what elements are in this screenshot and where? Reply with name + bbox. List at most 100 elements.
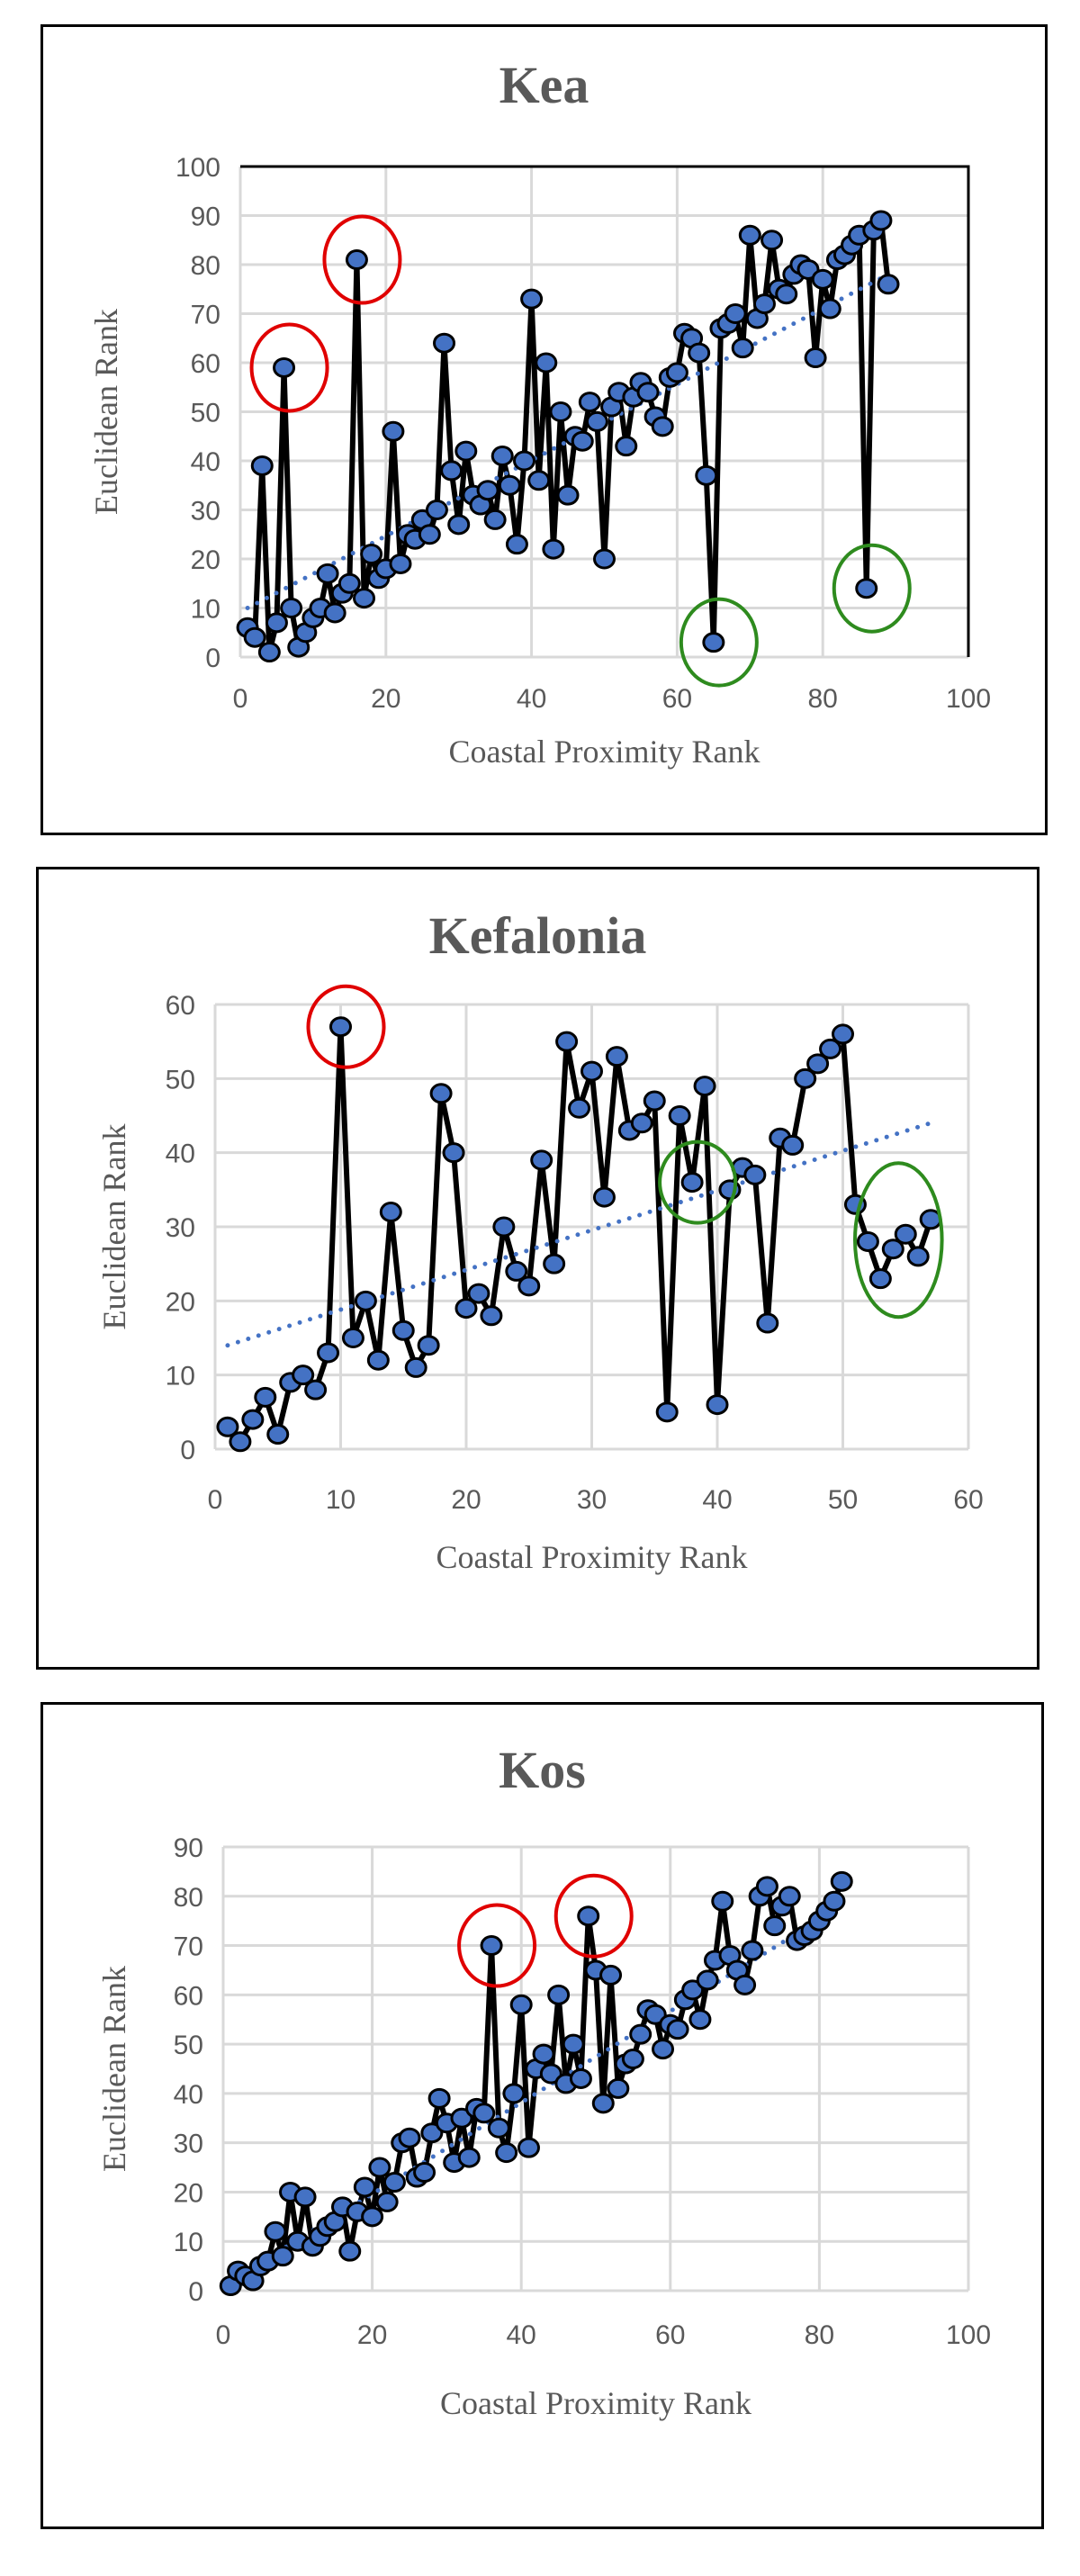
x-tick-label: 40 <box>702 1485 732 1515</box>
data-point <box>433 332 456 354</box>
data-point <box>693 1076 716 1097</box>
highlight-circle <box>554 1873 634 1959</box>
y-tick-label: 100 <box>176 153 220 183</box>
data-point <box>392 1320 415 1341</box>
data-point <box>668 1105 691 1126</box>
data-point <box>454 1298 478 1320</box>
data-point <box>695 464 718 486</box>
data-point <box>338 572 361 594</box>
y-tick-label: 50 <box>166 1065 195 1094</box>
chart-title: Kea <box>500 56 590 114</box>
chart-panel-kea: Kea 0 10 20 30 40 50 60 70 80 90 100 0 20 40 60 80 100 Coa… <box>40 24 1048 835</box>
x-tick-label: 20 <box>371 684 400 714</box>
highlight-circle <box>322 214 402 305</box>
data-point <box>868 1268 892 1290</box>
data-point <box>382 2171 406 2193</box>
x-tick-label: 80 <box>808 684 838 714</box>
data-point <box>562 2033 585 2055</box>
chart-panel-kos: Kos 0 10 20 30 40 50 60 70 80 90 0 20 40 60 80 100 Coasta… <box>40 1702 1044 2529</box>
data-point <box>323 602 346 624</box>
x-tick-label: 0 <box>208 1485 223 1515</box>
data-point <box>706 1394 729 1416</box>
trendline <box>225 1121 933 1348</box>
data-point <box>605 1046 628 1067</box>
data-point <box>518 1275 541 1297</box>
y-tick-label: 40 <box>191 447 220 477</box>
data-point <box>457 2147 481 2168</box>
y-tick-label: 50 <box>174 2031 203 2060</box>
data-point <box>480 1935 503 1957</box>
highlight-circle <box>832 543 912 634</box>
highlight-circle <box>679 597 759 688</box>
data-point <box>629 2023 652 2045</box>
data-point <box>361 2206 384 2228</box>
data-point <box>599 1964 623 1986</box>
data-point <box>250 455 274 476</box>
data-point <box>216 1416 239 1437</box>
y-tick-label: 10 <box>166 1362 195 1392</box>
data-point <box>483 509 507 530</box>
x-tick-label: 80 <box>805 2320 834 2350</box>
data-point <box>425 500 448 520</box>
data-point <box>535 352 558 374</box>
data-point <box>517 2137 540 2158</box>
data-point <box>229 1431 252 1453</box>
data-point <box>317 1342 340 1364</box>
data-point <box>869 210 893 231</box>
data-point <box>316 563 339 584</box>
data-point <box>644 2004 667 2025</box>
y-axis-label: Euclidean Rank <box>96 1124 132 1330</box>
y-tick-label: 40 <box>166 1139 195 1169</box>
chart-kos: Kos 0 10 20 30 40 50 60 70 80 90 0 20 40 60 80 100 Coasta… <box>96 1741 991 2421</box>
data-point <box>243 626 266 648</box>
data-point <box>487 2117 510 2139</box>
data-point <box>480 1305 503 1327</box>
y-tick-label: 30 <box>174 2130 203 2159</box>
y-tick-label: 60 <box>174 1981 203 2011</box>
data-point <box>577 1905 600 1927</box>
y-tick-label: 70 <box>191 301 220 330</box>
data-point <box>652 2039 675 2060</box>
data-point <box>724 303 747 324</box>
data-point <box>354 1290 377 1311</box>
data-point <box>592 1186 616 1208</box>
data-point <box>731 338 754 359</box>
data-point <box>353 588 376 609</box>
data-point <box>418 524 441 545</box>
x-tick-label: 40 <box>517 684 546 714</box>
data-point <box>580 1060 603 1082</box>
data-point <box>630 1112 653 1134</box>
y-tick-label: 60 <box>166 991 195 1021</box>
highlight-circle <box>306 984 386 1069</box>
y-tick-label: 10 <box>191 595 220 625</box>
data-point <box>738 224 761 246</box>
data-point <box>818 298 842 320</box>
x-tick-label: 30 <box>577 1485 607 1515</box>
y-tick-label: 80 <box>174 1883 203 1913</box>
data-point <box>680 1172 704 1193</box>
data-point <box>555 1031 579 1052</box>
data-point <box>505 534 528 555</box>
data-point <box>413 2162 436 2184</box>
data-point <box>702 632 725 653</box>
plot-frame <box>240 165 970 657</box>
data-point <box>688 2009 712 2031</box>
highlight-circle <box>249 322 329 413</box>
x-tick-label: 20 <box>451 1485 481 1515</box>
data-point <box>498 474 521 496</box>
y-axis-label: Euclidean Rank <box>96 1966 132 2172</box>
data-point <box>375 2191 399 2212</box>
data-point <box>293 2186 317 2208</box>
data-point <box>688 342 711 364</box>
data-point <box>304 1379 328 1401</box>
x-tick-label: 60 <box>953 1485 983 1515</box>
data-point <box>775 284 798 305</box>
data-point <box>264 2220 287 2242</box>
data-point <box>467 1283 490 1304</box>
data-point <box>819 1038 842 1059</box>
data-point <box>568 1097 591 1119</box>
data-point <box>329 1016 352 1038</box>
y-tick-label: 40 <box>174 2080 203 2110</box>
data-point <box>447 514 471 536</box>
data-point <box>495 2142 518 2164</box>
